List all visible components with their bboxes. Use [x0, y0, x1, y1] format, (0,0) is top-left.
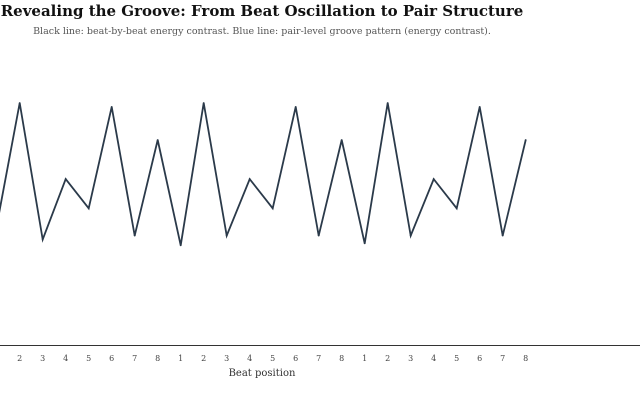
- x-tick-label: 5: [454, 354, 459, 363]
- data-point: [179, 244, 182, 247]
- data-point: [225, 234, 228, 237]
- series-group: [0, 102, 527, 247]
- data-point: [64, 178, 67, 180]
- data-point: [432, 178, 435, 180]
- data-point: [248, 178, 251, 180]
- x-tick-label: 5: [270, 354, 275, 363]
- x-tick-label: 4: [247, 354, 252, 363]
- x-tick-label: 5: [86, 354, 91, 363]
- data-point: [501, 234, 504, 237]
- data-point: [317, 234, 320, 237]
- x-tick-label: 7: [132, 354, 137, 363]
- data-point: [133, 234, 136, 237]
- x-tick-label: 6: [109, 354, 114, 363]
- data-point: [409, 234, 412, 237]
- x-tick-label: 2: [17, 354, 22, 363]
- x-tick-label: 3: [40, 354, 45, 363]
- data-point: [455, 207, 458, 210]
- x-axis-label: Beat position: [228, 368, 296, 379]
- data-point: [340, 139, 343, 141]
- x-tick-label: 1: [362, 354, 367, 363]
- x-tick-label: 3: [224, 354, 229, 363]
- x-tick-label: 1: [178, 354, 183, 363]
- data-point: [478, 106, 481, 108]
- data-point: [271, 207, 274, 210]
- chart-title: Revealing the Groove: From Beat Oscillat…: [0, 2, 524, 20]
- x-tick-label: 8: [155, 354, 160, 363]
- x-tick-label: 4: [63, 354, 68, 363]
- data-point: [294, 106, 297, 108]
- x-tick-label: 3: [408, 354, 413, 363]
- data-point: [18, 102, 21, 104]
- x-tick-label: 7: [500, 354, 505, 363]
- x-tick-label: 6: [477, 354, 482, 363]
- x-tick-label: 8: [339, 354, 344, 363]
- series-line-0: [0, 102, 527, 246]
- x-tick-label: 2: [385, 354, 390, 363]
- data-point: [202, 102, 205, 104]
- data-point: [386, 102, 389, 104]
- data-point: [524, 139, 527, 141]
- x-axis-ticks: 123456781234567812345678: [17, 354, 528, 363]
- data-point: [156, 139, 159, 141]
- chart-subtitle: Black line: beat-by-beat energy contrast…: [33, 26, 491, 37]
- x-tick-label: 6: [293, 354, 298, 363]
- x-tick-label: 4: [431, 354, 436, 363]
- data-point: [87, 207, 90, 210]
- data-point: [363, 242, 366, 245]
- x-tick-label: 8: [523, 354, 528, 363]
- data-point: [41, 238, 44, 241]
- data-point: [110, 106, 113, 108]
- x-tick-label: 2: [201, 354, 206, 363]
- x-tick-label: 7: [316, 354, 321, 363]
